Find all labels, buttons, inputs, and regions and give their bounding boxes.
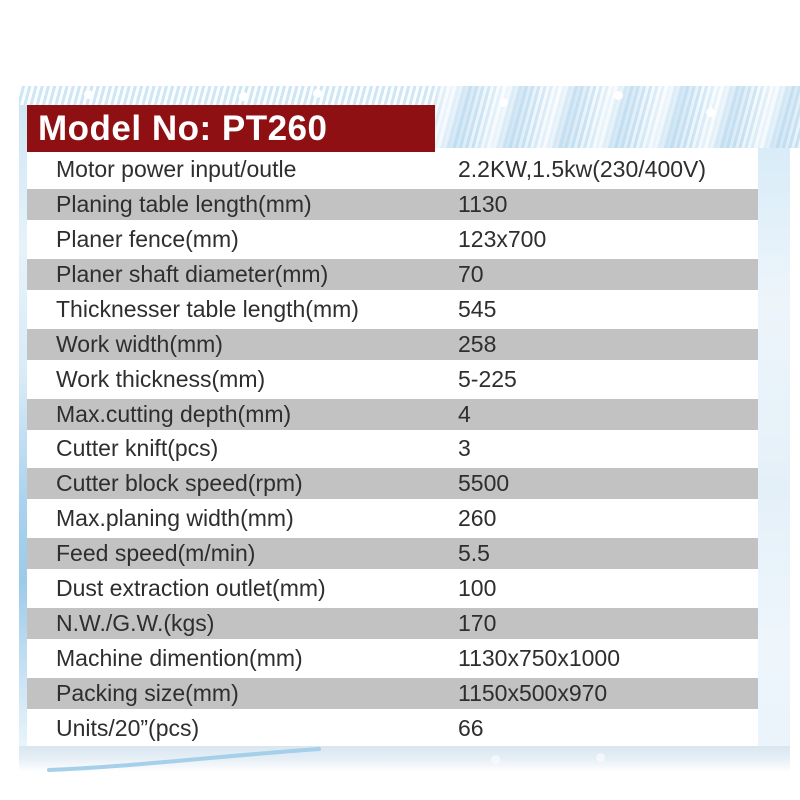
spec-label: Thicknesser table length(mm): [56, 295, 359, 322]
spec-label: Work width(mm): [56, 330, 223, 357]
spec-label: Work thickness(mm): [56, 365, 266, 392]
table-row: Work width(mm) 258: [27, 326, 758, 362]
table-row: Feed speed(m/min) 5.5: [27, 536, 758, 572]
table-row: N.W./G.W.(kgs) 170: [27, 606, 758, 642]
spec-value: 2.2KW,1.5kw(230/400V): [458, 155, 707, 182]
table-row: Packing size(mm) 1150x500x970: [27, 676, 758, 711]
spec-label: N.W./G.W.(kgs): [56, 610, 215, 637]
spec-label: Packing size(mm): [56, 680, 239, 707]
table-row: Work thickness(mm) 5-225: [27, 361, 758, 397]
dot-decoration: [614, 91, 623, 100]
spec-value: 100: [458, 575, 497, 602]
spec-table: Motor power input/outle 2.2KW,1.5kw(230/4…: [27, 152, 758, 746]
spec-label: Units/20”(pcs): [56, 714, 200, 741]
right-blue-strip: [758, 148, 790, 770]
spec-label: Dust extraction outlet(mm): [56, 575, 326, 602]
left-blue-strip: [19, 105, 27, 748]
swoosh-curve: [47, 747, 321, 772]
spec-value: 66: [458, 714, 484, 741]
spec-label: Cutter block speed(rpm): [56, 470, 303, 497]
spec-value: 258: [458, 330, 497, 357]
spec-value: 1130x750x1000: [458, 645, 620, 672]
spec-label: Machine dimention(mm): [56, 645, 303, 672]
table-row: Cutter knift(pcs) 3: [27, 431, 758, 467]
spec-value: 3: [458, 435, 471, 462]
table-row: Dust extraction outlet(mm) 100: [27, 571, 758, 607]
spec-value: 170: [458, 610, 497, 637]
spec-value: 1150x500x970: [458, 680, 608, 707]
spec-label: Max.planing width(mm): [56, 505, 294, 532]
spec-value: 1130: [458, 190, 508, 217]
dot-decoration: [706, 108, 715, 117]
table-row: Units/20”(pcs) 66: [27, 711, 758, 746]
spec-label: Motor power input/outle: [56, 155, 297, 182]
dot-decoration: [499, 98, 508, 107]
spec-value: 5.5: [458, 540, 490, 567]
table-row: Machine dimention(mm) 1130x750x1000: [27, 641, 758, 677]
spec-value: 4: [458, 400, 471, 427]
table-row: Planer fence(mm) 123x700: [27, 221, 758, 257]
spec-label: Planer shaft diameter(mm): [56, 260, 329, 287]
dot-decoration: [596, 753, 605, 762]
table-row: Cutter block speed(rpm) 5500: [27, 466, 758, 502]
table-row: Thicknesser table length(mm) 545: [27, 291, 758, 327]
spec-label: Cutter knift(pcs): [56, 435, 219, 462]
table-row: Planing table length(mm) 1130: [27, 186, 758, 222]
table-row: Max.planing width(mm) 260: [27, 501, 758, 537]
dot-decoration: [313, 89, 322, 98]
spec-value: 70: [458, 260, 484, 287]
spec-label: Feed speed(m/min): [56, 540, 256, 567]
table-row: Planer shaft diameter(mm) 70: [27, 256, 758, 292]
dot-decoration: [239, 92, 248, 101]
spec-label: Max.cutting depth(mm): [56, 400, 292, 427]
spec-label: Planing table length(mm): [56, 190, 312, 217]
spec-value: 123x700: [458, 225, 547, 252]
table-row: Max.cutting depth(mm) 4: [27, 396, 758, 432]
dot-decoration: [491, 755, 500, 764]
table-row: Motor power input/outle 2.2KW,1.5kw(230/4…: [27, 152, 758, 187]
spec-value: 260: [458, 505, 497, 532]
dot-decoration: [84, 90, 93, 99]
spec-label: Planer fence(mm): [56, 225, 239, 252]
spec-value: 545: [458, 295, 497, 322]
spec-value: 5-225: [458, 365, 517, 392]
model-header: Model No: PT260: [27, 105, 435, 152]
bottom-blue-band: [19, 746, 790, 772]
spec-value: 5500: [458, 470, 510, 497]
